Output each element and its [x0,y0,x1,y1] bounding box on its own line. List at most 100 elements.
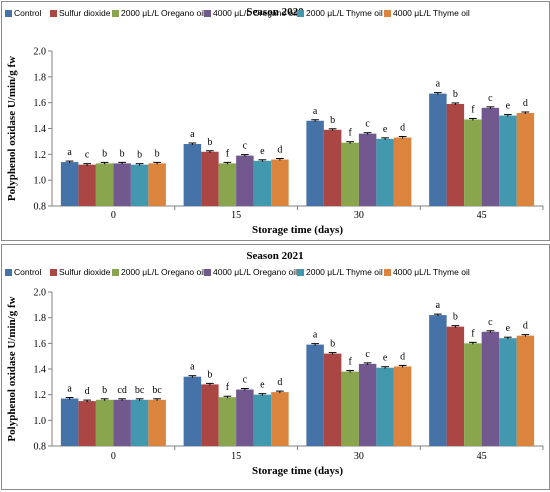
significance-letter: e [383,353,388,364]
y-tick-label: 1.0 [34,416,47,427]
x-axis-label: Storage time (days) [252,224,343,236]
bar [253,394,272,446]
significance-letter: b [102,148,107,159]
y-tick-label: 1.2 [34,390,47,401]
x-axis-label: Storage time (days) [252,465,343,477]
significance-letter: c [85,150,90,161]
bar [113,163,131,206]
legend-swatch [50,269,57,276]
legend-swatch [297,10,304,17]
bar [78,401,96,446]
significance-letter: a [436,79,441,90]
legend-label: Sulfur dioxide [59,8,111,18]
significance-letter: a [190,129,195,140]
significance-letter: d [85,386,90,397]
bar [95,163,114,206]
y-tick-label: 1.6 [34,98,47,109]
x-tick-label: 0 [111,451,116,462]
legend-item: Control [5,267,42,277]
significance-letter: a [67,147,72,158]
x-tick-label: 15 [231,210,241,221]
legend-label: Sulfur dioxide [59,267,111,277]
significance-letter: e [383,124,388,135]
chart-title: Season 2021 [246,250,303,262]
significance-letter: a [313,106,318,117]
bar [429,93,447,206]
y-axis-label: Polyphenol oxidase U/min/g fw [6,56,18,201]
legend-label: 2000 μL/L Oregano oil [121,8,205,18]
legend-item: Control [5,8,42,18]
bar [481,331,500,446]
significance-letter: bc [135,385,145,396]
significance-letter: c [488,93,493,104]
significance-letter: b [453,312,458,323]
x-tick-label: 15 [231,451,241,462]
legend-swatch [5,10,12,17]
bar [201,151,219,206]
significance-letter: e [260,380,265,391]
bar [78,164,96,206]
significance-letter: c [243,375,248,386]
bar [218,397,237,446]
y-tick-label: 1.6 [34,339,47,350]
legend-label: 4000 μL/L Thyme oil [393,267,470,277]
significance-letter: b [207,137,212,148]
bar [499,338,517,446]
legend-label: 2000 μL/L Thyme oil [306,8,383,18]
bar [446,326,465,446]
significance-letter: d [400,351,405,362]
legend-swatch [50,10,57,17]
significance-letter: cd [117,385,126,396]
legend-label: 4000 μL/L Thyme oil [393,8,470,18]
y-tick-label: 0.8 [34,202,47,213]
bar [376,367,394,446]
legend-item: 4000 μL/L Thyme oil [384,267,470,277]
legend-label: 2000 μL/L Oregano oil [121,267,205,277]
y-tick-label: 2.0 [34,288,47,299]
bar [148,163,166,206]
legend-item: 2000 μL/L Oregano oil [112,8,205,18]
significance-letter: e [506,101,511,112]
bar [253,160,272,206]
bar [516,335,535,446]
significance-letter: b [453,89,458,100]
significance-letter: c [488,317,493,328]
significance-letter: e [506,323,511,334]
significance-letter: b [330,115,335,126]
bar [341,371,359,446]
legend-swatch [204,269,211,276]
bar [306,344,324,446]
legend-swatch [204,10,211,17]
bar [236,155,254,206]
bar [95,399,114,446]
bar [183,376,202,446]
significance-letter: d [523,321,528,332]
bar [464,343,482,446]
significance-letter: b [120,148,125,159]
bar [429,315,447,446]
bar [218,163,237,206]
legend-item: Sulfur dioxide [50,267,111,277]
y-axis-label: Polyphenol oxidase U/min/g fw [6,296,18,441]
bar [516,113,535,206]
significance-letter: b [137,150,142,161]
significance-letter: c [365,349,370,360]
significance-letter: c [243,141,248,152]
x-tick-label: 30 [354,451,364,462]
bar [130,399,149,446]
y-tick-label: 2.0 [34,47,47,58]
legend-swatch [384,10,391,17]
significance-letter: f [348,128,352,139]
legend-item: Sulfur dioxide [50,8,111,18]
legend-swatch [297,269,304,276]
chart-panel-2021: Season 2021 Control Sulfur dioxide 2000 μL/… [1,244,550,490]
bar [323,353,342,446]
legend-item: 2000 μL/L Thyme oil [297,8,383,18]
significance-letter: b [330,339,335,350]
bar [130,164,149,206]
y-tick-label: 1.4 [34,124,47,135]
significance-letter: f [471,104,475,115]
significance-letter: d [277,145,282,156]
chart-2020-svg: Season 2020 Control Sulfur dioxide 2000 μL/… [5,6,544,236]
legend-swatch [5,269,12,276]
